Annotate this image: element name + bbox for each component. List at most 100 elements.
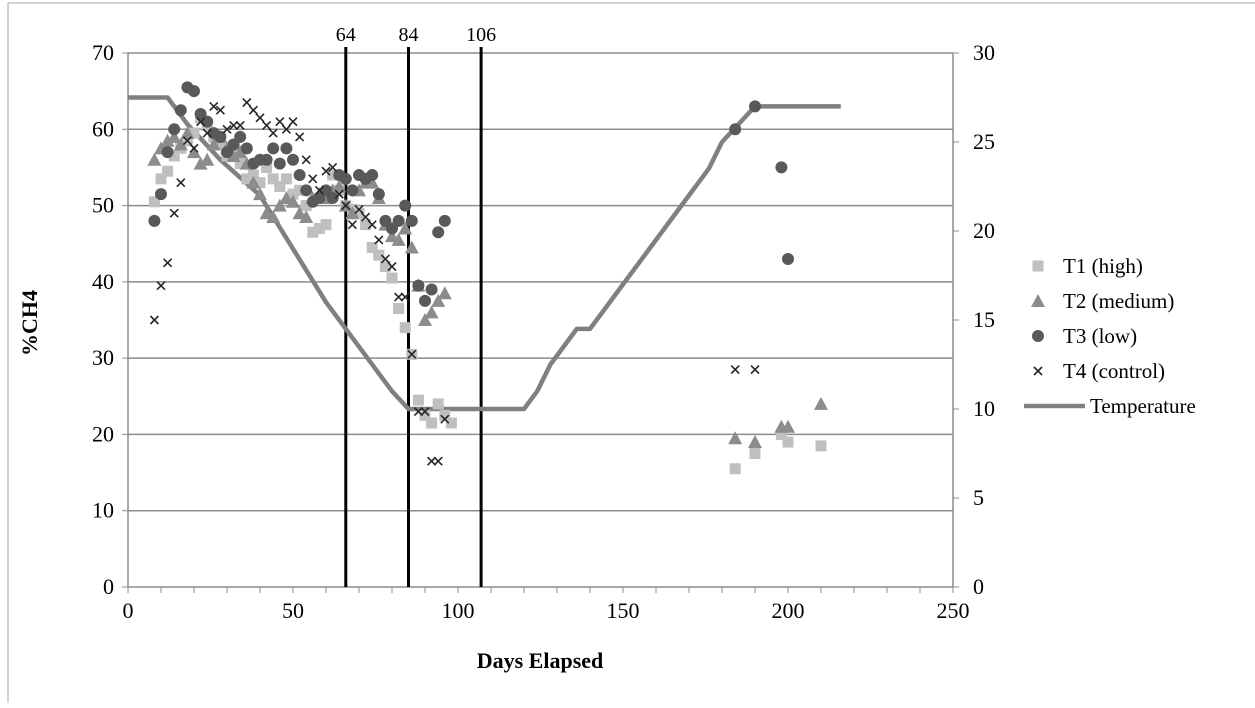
t1-high-point — [729, 463, 741, 475]
axes: 0 10 20 30 40 50 60 70 0 5 10 15 20 25 30 0 50 100 150 200 2… — [92, 40, 995, 623]
t3-low-point — [155, 188, 167, 201]
vertical-marker-label: 64 — [336, 24, 356, 46]
t4-control-point — [268, 128, 278, 138]
t4-control-point — [354, 204, 364, 214]
t4-control-point — [235, 120, 245, 131]
legend-swatch-t1-high — [1032, 260, 1044, 272]
x-tick-label: 150 — [607, 598, 640, 623]
t4-control-point — [341, 201, 351, 211]
x-tick-label: 0 — [123, 598, 134, 623]
t3-low-point — [267, 142, 280, 155]
t1-high-point — [782, 436, 794, 448]
t1-high-point — [313, 222, 325, 234]
t4-control-point — [321, 166, 331, 176]
t4-control-point — [347, 220, 357, 230]
t1-high-point — [320, 219, 332, 231]
t2-medium-point — [365, 175, 380, 189]
t4-control-point — [308, 174, 318, 184]
y-tick-label: 20 — [92, 421, 114, 446]
t4-control-point — [380, 254, 390, 264]
t3-low-point — [749, 100, 761, 113]
t4-control-point — [149, 315, 159, 325]
vertical-markers: 64 84 106 — [336, 24, 496, 587]
y-tick-label: 30 — [92, 345, 114, 370]
t1-high-point — [155, 173, 167, 185]
t1-high-point — [274, 181, 286, 192]
t1-high-point — [439, 409, 451, 421]
t3-low-point — [300, 184, 313, 197]
t4-control-point — [222, 124, 232, 134]
t3-low-point — [293, 169, 306, 182]
t4-control-point — [189, 143, 199, 153]
t3-low-point — [161, 146, 174, 159]
t4-control-point — [314, 185, 324, 195]
t2-medium-point — [345, 206, 360, 220]
legend-label-t2-medium: T2 (medium) — [1063, 289, 1174, 313]
x-axis-title: Days Elapsed — [477, 648, 604, 673]
t1-high-point — [386, 272, 398, 284]
t3-low-point — [729, 123, 742, 136]
t1-high-point — [360, 219, 372, 231]
vertical-marker-label: 106 — [466, 24, 496, 46]
legend-label-t4-control: T4 (control) — [1063, 359, 1165, 383]
y-tick-label: 70 — [92, 40, 114, 65]
t1-high-point — [241, 173, 253, 185]
t4-control-point — [209, 101, 219, 111]
t1-high-point — [366, 242, 378, 254]
t4-control-point — [328, 162, 338, 172]
t2-medium-point — [814, 396, 828, 410]
t1-high-point — [214, 139, 226, 151]
t2-medium-point — [781, 419, 795, 433]
t2-medium-point — [193, 156, 208, 170]
y-tick-label: 10 — [92, 498, 114, 523]
t4-control-point — [156, 281, 166, 291]
t1-high-point — [373, 249, 385, 261]
t2-medium-point — [147, 152, 162, 166]
t4-control-point — [215, 105, 225, 115]
t2-medium-point — [173, 137, 188, 151]
y-axis-title: %CH4 — [17, 290, 42, 356]
t1-high-point — [188, 127, 200, 139]
legend: T1 (high) T2 (medium) T3 (low) T4 (control)… — [1024, 254, 1196, 418]
legend-label-temperature: Temperature — [1090, 394, 1196, 418]
t4-control-point — [295, 132, 305, 142]
temperature-line — [128, 95, 841, 412]
legend-swatch-t4-control — [1033, 366, 1043, 376]
t3-low-point — [260, 153, 273, 166]
gridlines — [128, 52, 953, 512]
t4-control-point — [361, 212, 371, 222]
vertical-marker-label: 84 — [399, 24, 419, 46]
temperature-line-layer — [128, 95, 841, 412]
t2-medium-point — [160, 133, 175, 147]
t2-medium-point — [167, 129, 182, 143]
t4-control-point — [407, 349, 417, 359]
y2-tick-label: 20 — [973, 218, 995, 243]
t2-medium-point — [266, 210, 281, 224]
t4-control-point — [163, 258, 173, 268]
t4-control-point — [281, 124, 291, 134]
t3-low-point — [405, 214, 418, 227]
t2-medium-point — [286, 194, 300, 208]
x-tick-label: 50 — [282, 598, 304, 623]
t1-high-point — [419, 409, 431, 421]
t4-control-point — [182, 136, 192, 146]
t4-control-point — [394, 292, 404, 302]
t2-medium-point — [418, 313, 432, 326]
t2-medium-point — [253, 187, 267, 201]
t3-low-point — [168, 123, 181, 136]
y-tick-label: 0 — [103, 574, 114, 599]
t1-high-point — [148, 196, 160, 208]
t3-low-point — [339, 172, 352, 185]
x-tick-label: 250 — [937, 598, 970, 623]
t4-control-point — [440, 414, 450, 424]
t4-control-point — [169, 208, 179, 218]
t1-high-point — [162, 165, 174, 177]
y2-tick-label: 30 — [973, 40, 995, 65]
t4-control-point — [262, 120, 272, 131]
t2-medium-point — [246, 175, 261, 189]
t2-medium-point — [404, 240, 419, 254]
t1-high-point — [168, 150, 180, 162]
t3-low-point — [775, 161, 788, 174]
t2-medium-point — [206, 137, 221, 151]
t2-medium-point — [748, 435, 762, 449]
